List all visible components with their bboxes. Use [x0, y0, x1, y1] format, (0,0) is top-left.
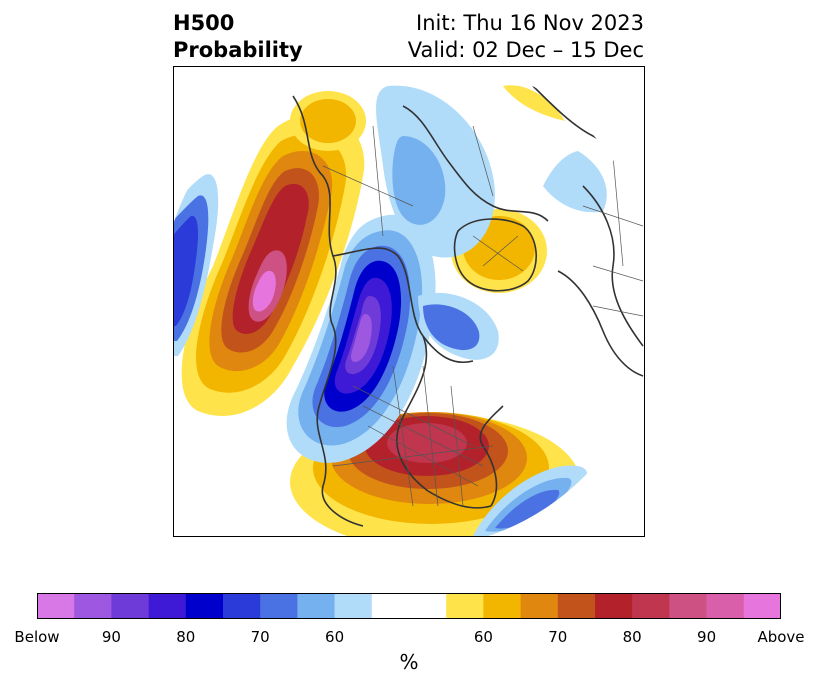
colorbar-segment — [260, 593, 298, 619]
colorbar-segment — [632, 593, 670, 619]
colorbar-segment — [297, 593, 335, 619]
colorbar-segment — [520, 593, 559, 619]
anomaly-above-northern-europe — [181, 114, 365, 416]
polar-map — [173, 66, 645, 537]
anomaly-below-north-atlantic — [473, 465, 588, 537]
title-product: Probability — [173, 38, 303, 62]
colorbar-tick-label: 80 — [622, 628, 642, 646]
colorbar-tick-label: 60 — [325, 628, 345, 646]
title-right: Init: Thu 16 Nov 2023 Valid: 02 Dec – 15… — [408, 10, 644, 64]
colorbar-segment — [446, 593, 484, 619]
colorbar-label: % — [399, 650, 419, 674]
coastlines — [292, 85, 644, 527]
colorbar-segment — [223, 593, 261, 619]
colorbar-segment — [111, 593, 149, 619]
colorbar-tick-label: 70 — [250, 628, 270, 646]
colorbar-tick-label: 90 — [101, 628, 121, 646]
colorbar-segment — [706, 593, 745, 619]
title-left: H500 Probability — [173, 10, 303, 64]
colorbar-segment — [371, 593, 447, 619]
colorbar-segment — [483, 593, 521, 619]
colorbar-segment — [595, 593, 633, 619]
colorbar — [37, 593, 781, 619]
colorbar-tick-label: 80 — [176, 628, 196, 646]
anomaly-above-arctic-siberia — [290, 85, 565, 151]
colorbar-tick-label: 70 — [548, 628, 568, 646]
colorbar-segment — [743, 593, 781, 619]
colorbar-segment — [334, 593, 373, 619]
init-time: Init: Thu 16 Nov 2023 — [416, 11, 644, 35]
colorbar-segments — [37, 593, 781, 619]
title-variable: H500 — [173, 11, 235, 35]
borders — [322, 125, 644, 507]
colorbar-tick-label: 90 — [697, 628, 717, 646]
anomaly-below-west — [173, 174, 219, 356]
colorbar-tick-label: Below — [14, 628, 60, 646]
anomaly-below-eastern-canada — [376, 85, 607, 360]
valid-period: Valid: 02 Dec – 15 Dec — [407, 38, 644, 62]
colorbar-segment — [148, 593, 187, 619]
colorbar-segment — [557, 593, 596, 619]
colorbar-segment — [37, 593, 75, 619]
colorbar-segment — [185, 593, 224, 619]
colorbar-segment — [74, 593, 112, 619]
colorbar-tick-label: 60 — [473, 628, 493, 646]
colorbar-segment — [669, 593, 707, 619]
colorbar-tick-label: Above — [757, 628, 805, 646]
